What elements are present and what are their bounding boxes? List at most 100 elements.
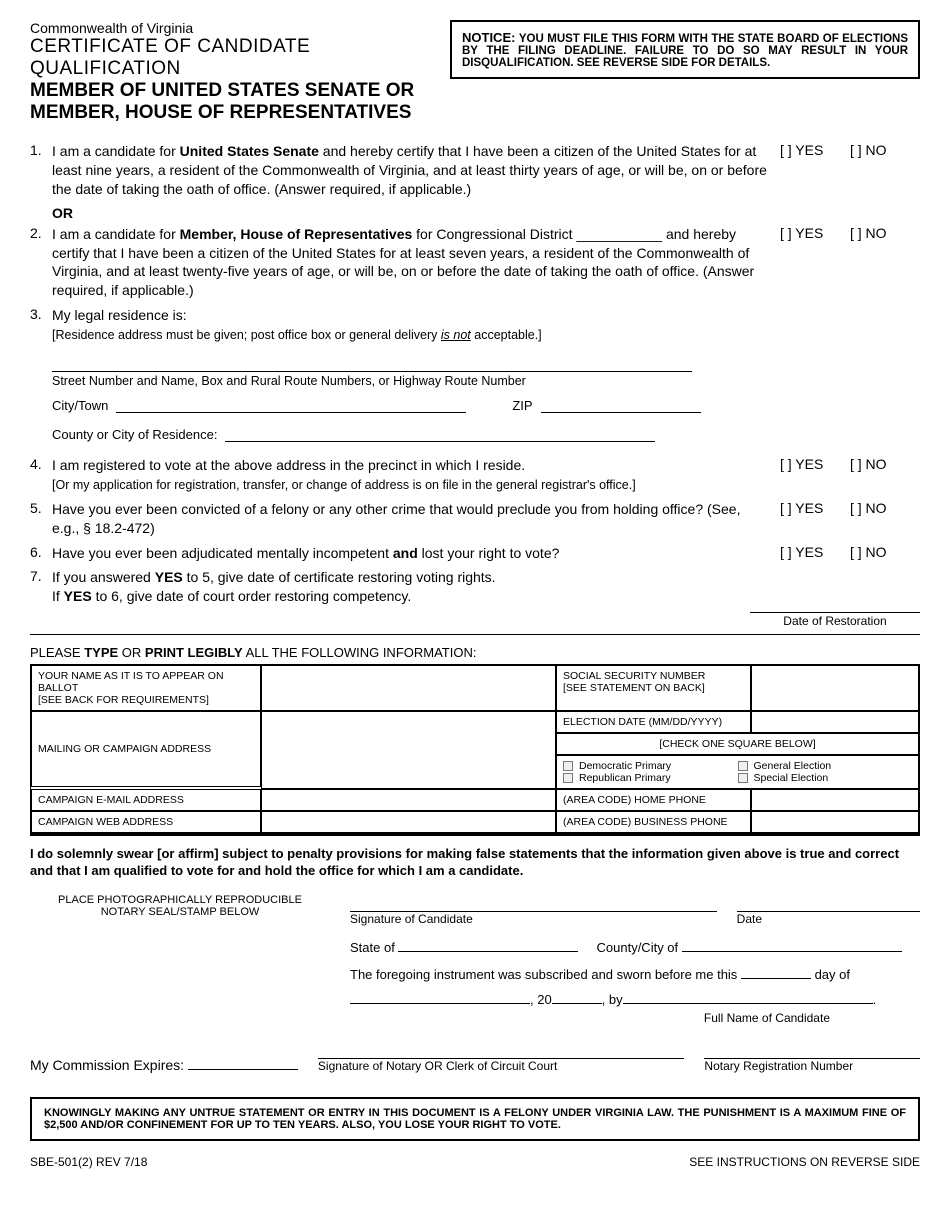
street-label: Street Number and Name, Box and Rural Ro…	[52, 374, 692, 388]
member-title-2: MEMBER, HOUSE OF REPRESENTATIVES	[30, 102, 435, 124]
q6-yes[interactable]: [ ] YES	[780, 544, 850, 563]
email-label: CAMPAIGN E-MAIL ADDRESS	[31, 789, 261, 811]
street-input[interactable]	[52, 350, 692, 372]
city-input[interactable]	[116, 412, 466, 413]
notary-signature-label: Signature of Notary OR Clerk of Circuit …	[318, 1059, 685, 1073]
form-id: SBE-501(2) REV 7/18	[30, 1155, 147, 1169]
q5-no[interactable]: [ ] NO	[850, 500, 920, 538]
date-restoration-label: Date of Restoration	[750, 612, 920, 628]
notice-label: NOTICE:	[462, 30, 515, 45]
signature-date-line[interactable]	[737, 894, 920, 912]
checkbox-republican[interactable]: Republican Primary	[563, 772, 738, 784]
felony-warning: KNOWINGLY MAKING ANY UNTRUE STATEMENT OR…	[30, 1097, 920, 1141]
oath-text: I do solemnly swear [or affirm] subject …	[30, 846, 920, 880]
full-name-label: Full Name of Candidate	[350, 1011, 920, 1025]
day-input[interactable]	[741, 978, 811, 979]
name-label-cell: YOUR NAME AS IT IS TO APPEAR ON BALLOT […	[31, 665, 261, 711]
month-year-row: , 20, by.	[350, 992, 920, 1007]
footer: SBE-501(2) REV 7/18 SEE INSTRUCTIONS ON …	[30, 1155, 920, 1169]
q1-yes[interactable]: [ ] YES	[780, 142, 850, 199]
reverse-instructions: SEE INSTRUCTIONS ON REVERSE SIDE	[689, 1155, 920, 1169]
notice-text: YOU MUST FILE THIS FORM WITH THE STATE B…	[462, 33, 908, 69]
signature-date-label: Date	[737, 912, 920, 926]
info-grid: YOUR NAME AS IT IS TO APPEAR ON BALLOT […	[30, 664, 920, 836]
q5-num: 5.	[30, 500, 52, 538]
check-one-label: [CHECK ONE SQUARE BELOW]	[556, 733, 919, 755]
q5-yes[interactable]: [ ] YES	[780, 500, 850, 538]
question-2: 2. I am a candidate for Member, House of…	[30, 225, 920, 301]
checkbox-special[interactable]: Special Election	[738, 772, 913, 784]
notary-reg-line[interactable]	[704, 1041, 920, 1059]
type-print-note: PLEASE TYPE OR PRINT LEGIBLY ALL THE FOL…	[30, 645, 920, 660]
question-7: 7. If you answered YES to 5, give date o…	[30, 568, 920, 606]
q7-text: If you answered YES to 5, give date of c…	[52, 568, 780, 606]
q7-num: 7.	[30, 568, 52, 606]
date-restoration: Date of Restoration	[750, 612, 920, 628]
q1-no[interactable]: [ ] NO	[850, 142, 920, 199]
header-left: Commonwealth of Virginia CERTIFICATE OF …	[30, 20, 435, 124]
signature-candidate-label: Signature of Candidate	[350, 912, 717, 926]
divider	[30, 634, 920, 635]
question-5: 5. Have you ever been convicted of a fel…	[30, 500, 920, 538]
signature-area: PLACE PHOTOGRAPHICALLY REPRODUCIBLE NOTA…	[30, 894, 920, 1025]
notice-box: NOTICE: YOU MUST FILE THIS FORM WITH THE…	[450, 20, 920, 79]
ssn-input[interactable]	[751, 665, 919, 711]
by-name-input[interactable]	[623, 1003, 873, 1004]
q4-yes[interactable]: [ ] YES	[780, 456, 850, 494]
county-label: County or City of Residence:	[52, 427, 217, 442]
q6-no[interactable]: [ ] NO	[850, 544, 920, 563]
notary-signature-line[interactable]	[318, 1041, 685, 1059]
city-label: City/Town	[52, 398, 108, 413]
q4-text: I am registered to vote at the above add…	[52, 456, 780, 494]
email-input[interactable]	[261, 789, 556, 811]
foregoing-row: The foregoing instrument was subscribed …	[350, 967, 920, 982]
bus-phone-label: (AREA CODE) BUSINESS PHONE	[556, 811, 751, 833]
q4-no[interactable]: [ ] NO	[850, 456, 920, 494]
signature-col: Signature of Candidate Date State of Cou…	[350, 894, 920, 1025]
q3-text: My legal residence is: [Residence addres…	[52, 306, 780, 344]
zip-input[interactable]	[541, 412, 701, 413]
county-row: County or City of Residence:	[52, 427, 920, 442]
questions: 1. I am a candidate for United States Se…	[30, 142, 920, 628]
city-zip-row: City/Town ZIP	[52, 398, 920, 413]
header: Commonwealth of Virginia CERTIFICATE OF …	[30, 20, 920, 124]
year-input[interactable]	[552, 1003, 602, 1004]
checkbox-democratic[interactable]: Democratic Primary	[563, 760, 738, 772]
commission-row: My Commission Expires: Signature of Nota…	[30, 1041, 920, 1073]
q1-num: 1.	[30, 142, 52, 199]
question-3: 3. My legal residence is: [Residence add…	[30, 306, 920, 344]
county-city-input[interactable]	[682, 951, 902, 952]
q2-text: I am a candidate for Member, House of Re…	[52, 225, 780, 301]
address-block: Street Number and Name, Box and Rural Ro…	[52, 350, 920, 442]
month-input[interactable]	[350, 1003, 530, 1004]
question-6: 6. Have you ever been adjudicated mental…	[30, 544, 920, 563]
q4-num: 4.	[30, 456, 52, 494]
checkbox-general[interactable]: General Election	[738, 760, 913, 772]
signature-candidate-line[interactable]	[350, 894, 717, 912]
name-input[interactable]	[261, 665, 556, 711]
q2-no[interactable]: [ ] NO	[850, 225, 920, 301]
county-input[interactable]	[225, 441, 655, 442]
commission-expires-input[interactable]	[188, 1069, 298, 1070]
notary-reg-label: Notary Registration Number	[704, 1059, 920, 1073]
member-title-1: MEMBER OF UNITED STATES SENATE OR	[30, 80, 435, 102]
mailing-input[interactable]	[261, 711, 556, 789]
question-1: 1. I am a candidate for United States Se…	[30, 142, 920, 199]
bus-phone-input[interactable]	[751, 811, 919, 833]
web-input[interactable]	[261, 811, 556, 833]
ssn-label-cell: SOCIAL SECURITY NUMBER [SEE STATEMENT ON…	[556, 665, 751, 711]
web-label: CAMPAIGN WEB ADDRESS	[31, 811, 261, 833]
q3-num: 3.	[30, 306, 52, 344]
zip-label: ZIP	[512, 398, 532, 413]
home-phone-input[interactable]	[751, 789, 919, 811]
date-restoration-row: Date of Restoration	[30, 612, 920, 628]
or-text: OR	[52, 205, 920, 221]
certificate-title: CERTIFICATE OF CANDIDATE QUALIFICATION	[30, 36, 435, 80]
election-date-label: ELECTION DATE (MM/DD/YYYY)	[556, 711, 751, 733]
state-of-input[interactable]	[398, 951, 578, 952]
q2-yes[interactable]: [ ] YES	[780, 225, 850, 301]
mailing-label: MAILING OR CAMPAIGN ADDRESS	[31, 711, 261, 787]
notary-col: PLACE PHOTOGRAPHICALLY REPRODUCIBLE NOTA…	[30, 894, 330, 1025]
election-date-input[interactable]	[751, 711, 919, 733]
question-4: 4. I am registered to vote at the above …	[30, 456, 920, 494]
